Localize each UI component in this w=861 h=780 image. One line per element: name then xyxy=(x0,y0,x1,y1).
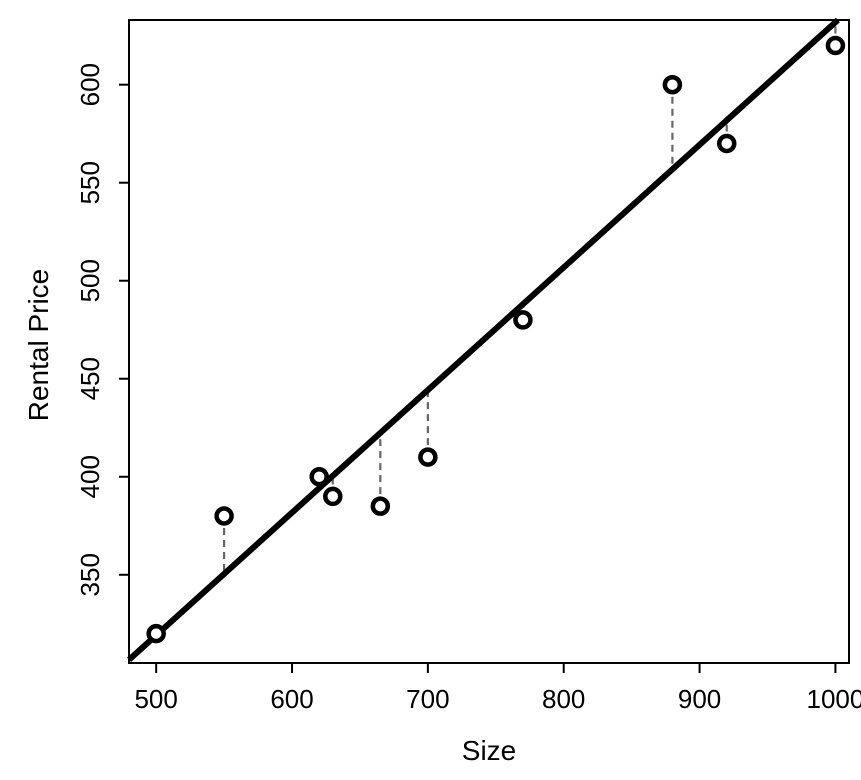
regression-line-group xyxy=(126,17,840,662)
x-axis-title: Size xyxy=(462,735,516,766)
data-point xyxy=(513,310,533,330)
x-tick-label: 500 xyxy=(134,684,177,714)
data-point xyxy=(370,496,391,516)
data-point xyxy=(214,506,234,526)
y-tick-label: 600 xyxy=(75,63,105,106)
data-point xyxy=(418,447,438,467)
x-tick-label: 600 xyxy=(270,684,313,714)
data-points xyxy=(146,35,846,644)
x-tick-label: 800 xyxy=(542,684,585,714)
data-point xyxy=(716,133,737,154)
y-axis-title: Rental Price xyxy=(23,269,54,422)
y-axis: 350 400 450 500 550 600 xyxy=(75,63,129,596)
plot-frame xyxy=(128,19,850,664)
data-point xyxy=(323,486,343,507)
y-tick-label: 400 xyxy=(75,455,105,498)
x-tick-label: 700 xyxy=(406,684,449,714)
data-point xyxy=(146,623,166,644)
y-tick-label: 350 xyxy=(75,553,105,596)
y-tick-label: 550 xyxy=(75,161,105,204)
y-tick-label: 450 xyxy=(75,357,105,400)
x-tick-label: 900 xyxy=(678,684,721,714)
x-axis: 500 600 700 800 900 1000 xyxy=(134,663,861,714)
data-point xyxy=(309,467,329,487)
regression-line xyxy=(126,17,840,662)
y-tick-label: 500 xyxy=(75,259,105,302)
data-point xyxy=(662,74,683,95)
x-tick-label: 1000 xyxy=(806,684,861,714)
data-point xyxy=(825,35,846,56)
